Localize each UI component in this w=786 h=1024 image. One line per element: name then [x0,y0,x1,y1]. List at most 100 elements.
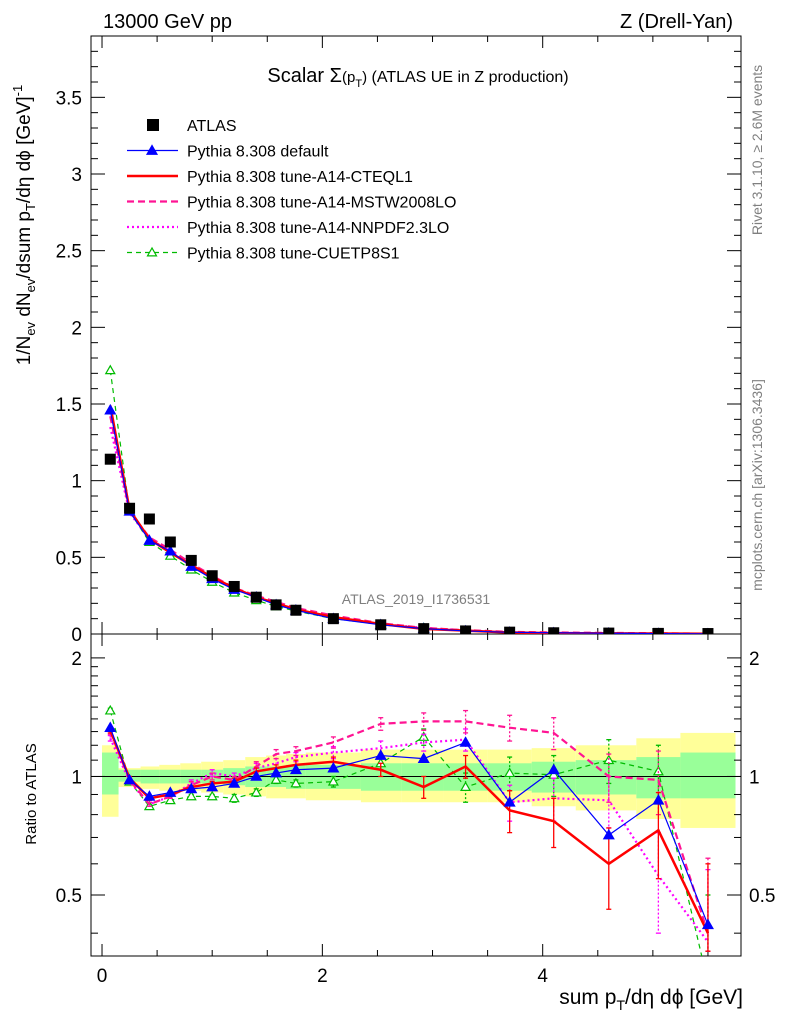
main-marker-pythia-8-308-default-4 [185,560,198,571]
main-marker-pythia-8-308-default-2 [143,534,156,545]
main-marker-pythia-8-308-default-3 [164,544,177,556]
ratio-marker-pythia-8-308-tune-cuetp8s1-6 [228,792,240,803]
ratio-marker-pythia-8-308-default-5 [206,780,219,792]
ratio-marker-pythia-8-308-tune-cuetp8s1-9 [290,777,302,788]
atlas-point-18 [702,628,714,634]
y-tick-label-ratio-left-0: 0.5 [56,886,82,907]
mcplots-label: mcplots.cern.ch [arXiv:1306.3436] [749,379,765,591]
ratio-marker-pythia-8-308-default-7 [250,770,263,781]
y-tick-label-main-1: 0.5 [56,548,82,569]
atlas-point-14 [504,626,516,634]
legend-label-pythia-8-308-tune-a14-mstw2008lo: Pythia 8.308 tune-A14-MSTW2008LO [187,195,456,212]
main-series-layer [104,364,714,634]
band-inner-18 [680,752,736,799]
atlas-point-17 [652,627,664,634]
ratio-marker-pythia-8-308-default-4 [185,782,198,794]
x-axis-label: sum pT/dη dϕ [GeV] [559,986,743,1013]
ratio-marker-pythia-8-308-default-2 [143,790,156,801]
ratio-marker-pythia-8-308-default-12 [417,752,430,763]
x-tick-label-2: 4 [537,966,548,987]
y-tick-label-ratio-right-1: 1 [749,767,760,788]
atlas-point-6 [228,580,240,592]
y-tick-label-ratio-left-2: 2 [71,649,82,670]
legend-label-atlas: ATLAS [187,118,237,135]
legend-marker-atlas [147,119,159,131]
ratio-marker-pythia-8-308-default-3 [164,786,177,797]
y-tick-label-main-2: 1 [71,472,82,493]
ratio-marker-pythia-8-308-default-11 [374,749,387,760]
atlas-point-4 [185,554,197,566]
ratio-marker-pythia-8-308-tune-cuetp8s1-18 [703,978,712,986]
ratio-marker-pythia-8-308-default-14 [503,796,516,807]
ratio-marker-pythia-8-308-tune-cuetp8s1-7 [250,786,262,797]
legend-label-pythia-8-308-tune-a14-cteql1: Pythia 8.308 tune-A14-CTEQL1 [187,169,413,186]
y-tick-label-ratio-right-0: 0.5 [749,886,775,907]
ratio-marker-pythia-8-308-default-6 [228,777,241,788]
ratio-marker-pythia-8-308-tune-cuetp8s1-8 [270,774,282,784]
ratio-marker-pythia-8-308-default-0 [104,721,117,733]
header-left: 13000 GeV pp [103,11,232,33]
y-tick-label-main-3: 1.5 [56,395,82,416]
header-right: Z (Drell-Yan) [620,11,733,33]
legend-label-pythia-8-308-tune-a14-nnpdf2-3lo: Pythia 8.308 tune-A14-NNPDF2.3LO [187,220,449,237]
y-tick-label-main-5: 2.5 [56,242,82,263]
y-axis-label: 1/Nev dNev/dsum pT/dη dϕ [GeV]-1 [10,85,38,366]
ratio-marker-pythia-8-308-tune-cuetp8s1-14 [504,767,516,778]
atlas-point-5 [206,570,218,582]
atlas-point-2 [143,513,155,525]
ratio-marker-pythia-8-308-tune-cuetp8s1-17 [652,765,664,776]
legend-label-pythia-8-308-tune-cuetp8s1: Pythia 8.308 tune-CUETP8S1 [187,246,400,263]
ratio-marker-pythia-8-308-default-1 [123,773,136,785]
x-tick-label-0: 0 [97,966,108,987]
atlas-point-7 [250,591,262,603]
atlas-point-15 [548,627,560,634]
main-marker-pythia-8-308-default-0 [104,403,117,415]
ratio-marker-pythia-8-308-tune-cuetp8s1-13 [460,781,472,792]
y-tick-label-main-4: 2 [71,318,82,339]
ratio-marker-pythia-8-308-default-16 [602,828,615,840]
band-inner-0 [102,752,119,795]
ratio-marker-pythia-8-308-tune-cuetp8s1-10 [327,775,339,786]
atlas-point-1 [124,502,136,514]
chart-title: Scalar Σ(pT) (ATLAS UE in Z production) [267,65,568,90]
ratio-marker-pythia-8-308-default-13 [459,736,472,747]
analysis-watermark: ATLAS_2019_I1736531 [342,591,491,607]
atlas-point-8 [270,599,282,611]
ratio-marker-pythia-8-308-default-17 [652,794,665,805]
ratio-marker-pythia-8-308-default-10 [327,761,340,773]
atlas-point-3 [164,536,176,548]
ratio-marker-pythia-8-308-default-18 [701,918,714,930]
ratio-marker-pythia-8-308-default-15 [547,763,560,775]
ratio-marker-pythia-8-308-tune-cuetp8s1-3 [164,794,176,805]
y-tick-label-main-6: 3 [71,165,82,186]
legend: ATLAS Pythia 8.308 default Pythia 8.308 tu… [127,118,456,263]
y-tick-label-main-7: 3.5 [56,88,82,109]
ratio-marker-pythia-8-308-tune-cuetp8s1-12 [418,731,430,741]
ratio-marker-pythia-8-308-default-8 [270,766,283,778]
x-tick-label-1: 2 [317,966,328,987]
ratio-y-axis-label: Ratio to ATLAS [23,743,40,844]
legend-marker-pythia-8-308-default [145,144,159,155]
axis-ticks: 0 2 4 0 0.5 1 1.5 2 2.5 3 3.5 0.5 0.5 1 1 2 2 [56,36,775,987]
main-marker-pythia-8-308-tune-cuetp8s1-0 [104,364,116,375]
ratio-marker-pythia-8-308-default-9 [289,763,302,775]
atlas-point-11 [375,619,387,631]
atlas-point-12 [418,623,430,634]
legend-label-pythia-8-308-default: Pythia 8.308 default [187,144,329,161]
y-tick-label-ratio-left-1: 1 [71,767,82,788]
ratio-marker-pythia-8-308-tune-cuetp8s1-5 [206,790,218,801]
ratio-plot-frame [90,633,742,957]
ratio-series-layer [104,704,714,986]
rivet-label: Rivet 3.1.10, ≥ 2.6M events [749,65,765,235]
y-tick-label-main-0: 0 [71,625,82,646]
legend-marker-pythia-8-308-tune-cuetp8s1 [146,246,158,257]
atlas-point-0 [104,453,116,465]
atlas-point-9 [290,604,302,616]
ratio-marker-pythia-8-308-tune-cuetp8s1-0 [104,704,116,715]
ratio-marker-pythia-8-308-tune-cuetp8s1-4 [185,790,197,801]
atlas-point-10 [327,613,339,625]
y-tick-label-ratio-right-2: 2 [749,649,760,670]
atlas-point-13 [460,625,472,634]
atlas-point-16 [603,627,615,634]
